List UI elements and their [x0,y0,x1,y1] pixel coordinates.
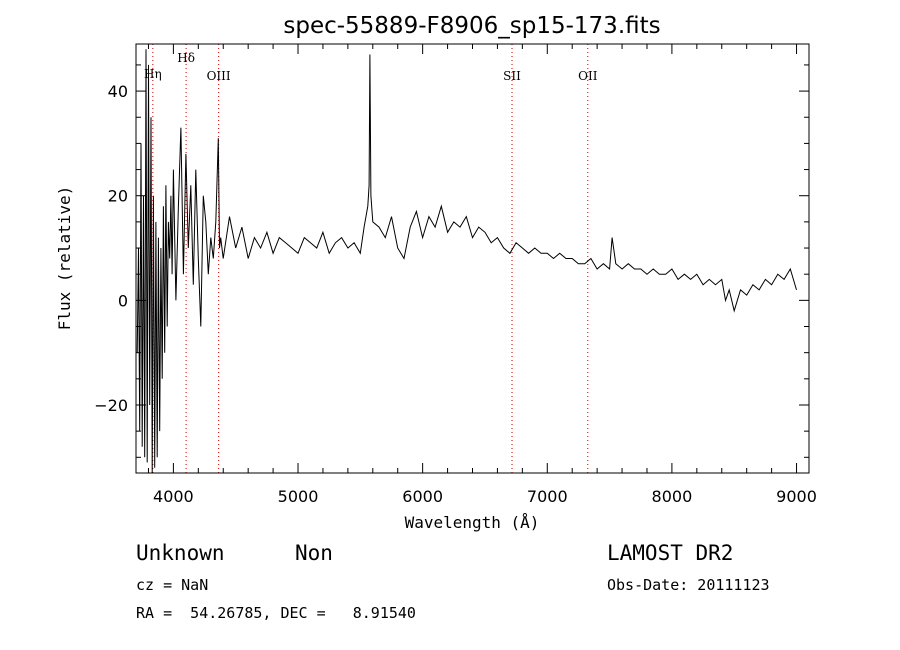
object-class-label: Unknown [136,541,225,565]
axis-ticks [136,44,809,473]
obs-date-label: Obs-Date: 20111123 [607,576,770,594]
survey-label: LAMOST DR2 [607,541,734,565]
x-tick-label: 5000 [278,487,319,506]
flux-spectrum-line [136,49,797,474]
x-tick-label: 4000 [153,487,194,506]
redshift-label: cz = NaN [136,576,209,594]
y-tick-label: 40 [108,82,128,101]
y-axis-label: Flux (relative) [55,186,74,331]
spectral-line-label: SII [503,69,521,83]
y-tick-label: 0 [118,291,128,310]
plot-frame [135,43,810,474]
spectral-line-markers: Hη Hδ OIII SII OII [144,44,598,473]
subclass-label: Non [295,541,333,565]
y-tick-label: −20 [94,396,128,415]
x-axis-label: Wavelength (Å) [405,513,540,532]
x-tick-label: 9000 [776,487,817,506]
x-tick-label: 6000 [402,487,443,506]
x-tick-label: 7000 [527,487,568,506]
spectral-line-label: Hδ [177,51,195,65]
coordinates-label: RA = 54.26785, DEC = 8.91540 [136,604,416,622]
tick-labels: 4000 5000 6000 7000 8000 9000 −20 0 20 40 [94,82,817,506]
spectral-line-label: Hη [144,67,162,81]
y-tick-label: 20 [108,187,128,206]
spectral-line-label: OIII [207,69,231,83]
x-tick-label: 8000 [652,487,693,506]
chart-title: spec-55889-F8906_sp15-173.fits [283,13,660,39]
spectral-line-label: OII [578,69,598,83]
